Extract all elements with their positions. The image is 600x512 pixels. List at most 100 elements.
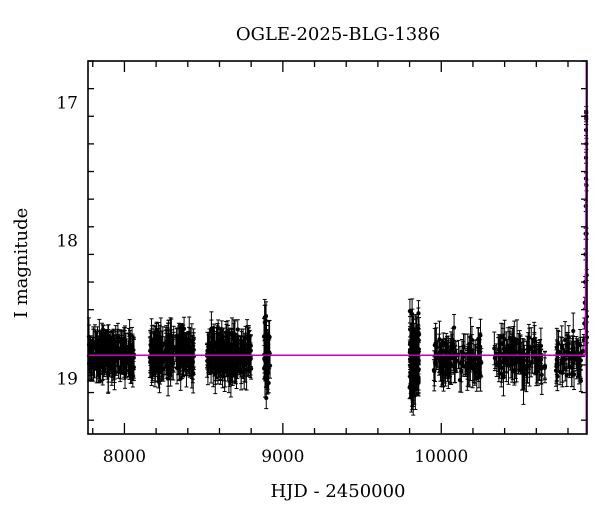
data-point [564,349,569,354]
data-point [474,376,479,381]
chart-title: OGLE-2025-BLG-1386 [236,24,440,45]
data-point [564,373,569,378]
data-point [412,372,418,377]
data-point [215,340,220,346]
data-point [93,346,98,351]
data-point [93,341,98,347]
data-point [207,341,212,346]
data-point [517,349,522,354]
data-point [504,361,509,366]
data-point [221,338,226,344]
data-point [179,343,184,348]
data-point [243,336,248,341]
data-point [410,322,415,327]
data-point [443,358,448,363]
data-point [493,355,498,360]
data-point [409,380,414,386]
data-point [106,373,111,378]
data-point [580,349,586,354]
data-point [97,340,102,345]
data-point [437,351,442,356]
data-point [174,366,180,371]
data-point [126,361,131,366]
data-point [267,363,273,368]
data-point [160,341,165,346]
data-point [171,344,176,350]
data-point [165,354,170,360]
x-tick-label: 10000 [414,447,468,467]
data-point [531,349,537,355]
data-point [441,341,446,346]
data-point [213,371,218,376]
data-point [168,359,173,364]
data-point [111,361,116,366]
data-point [451,325,457,330]
data-point [113,339,118,344]
data-point [235,327,240,332]
data-point [510,361,515,366]
data-point [247,346,252,351]
data-point [127,345,132,350]
data-point [525,364,530,369]
data-point [264,343,269,349]
data-point [231,349,236,354]
data-point [553,368,559,373]
data-point [567,356,572,362]
data-point [467,346,472,351]
data-point [501,346,507,351]
data-point [559,343,564,348]
data-point [161,366,166,371]
data-point [262,364,267,369]
data-point [519,355,524,361]
data-point [453,361,458,366]
data-point [216,332,221,337]
data-point [233,363,239,368]
data-point [122,359,127,365]
data-point [412,357,418,362]
data-point [411,393,416,398]
axis-layer: 8000 9000 10000 17 18 19 [56,60,588,467]
data-point [177,358,182,364]
data-point [218,343,223,348]
x-axis-label: HJD - 2450000 [270,481,405,502]
data-point [578,378,583,383]
plot-frame [87,60,588,435]
data-point [539,364,544,370]
data-point [264,395,269,401]
y-axis-label: I magnitude [11,208,32,319]
data-point [472,365,477,371]
data-point [560,370,565,376]
y-tick-label: 19 [56,370,78,390]
y-tick-label: 18 [56,232,78,252]
data-point [263,317,268,322]
data-point [222,360,227,366]
data-point [498,351,503,356]
x-tick-label: 8000 [103,447,146,467]
data-point [150,366,155,371]
data-point [538,343,543,349]
data-point [416,380,421,385]
y-tick-label: 17 [56,93,78,113]
data-point [432,368,437,373]
data-point [465,368,470,373]
data-point [191,347,196,352]
x-tick-label: 9000 [261,447,304,467]
data-point [477,356,482,361]
data-point [241,358,246,363]
data-point [223,330,229,335]
data-point [181,326,187,331]
data-point [115,345,120,350]
data-point [542,364,548,370]
data-point [569,365,574,370]
data-point [228,356,234,361]
data-point [571,328,576,334]
data-point [119,347,125,352]
data-point [514,355,519,361]
data-point [213,366,219,372]
data-point [433,341,438,346]
data-point [410,351,415,356]
data-point [571,358,576,364]
data-point [152,347,157,353]
model-curve [88,131,588,356]
